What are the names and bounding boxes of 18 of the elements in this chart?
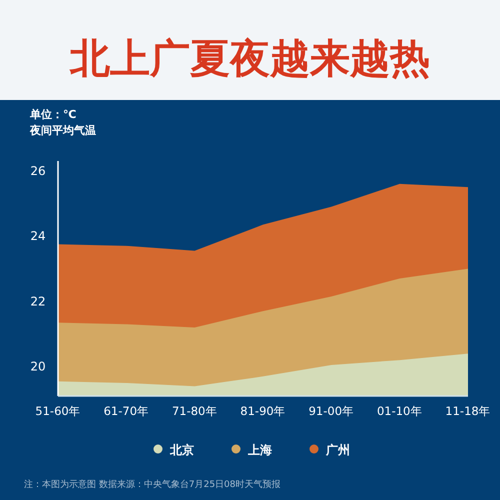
chart-title: 北上广夏夜越来越热 [69, 36, 430, 82]
x-tick-label: 61-70年 [104, 404, 150, 418]
x-tick-label: 01-10年 [376, 404, 422, 418]
x-tick-label: 11-18年 [445, 404, 491, 418]
x-tick-label: 51-60年 [35, 404, 81, 418]
x-tick-label: 81-90年 [240, 404, 286, 418]
y-tick-label: 20 [30, 360, 46, 374]
y-tick-label: 24 [30, 229, 46, 244]
legend-label: 广州 [325, 443, 350, 457]
legend-label: 北京 [169, 443, 194, 457]
legend-label: 上海 [247, 443, 272, 457]
x-tick-label: 91-00年 [308, 404, 354, 418]
x-tick-label: 71-80年 [172, 404, 218, 418]
y-tick-label: 26 [30, 164, 46, 178]
y-axis-title: 夜间平均气温 [29, 124, 96, 137]
y-tick-label: 22 [30, 294, 46, 308]
text: 注：本图为示意图 数据来源：中央气象台7月25日08时天气预报 [24, 479, 280, 490]
chart-subtitle: 单位：℃ [29, 108, 76, 121]
